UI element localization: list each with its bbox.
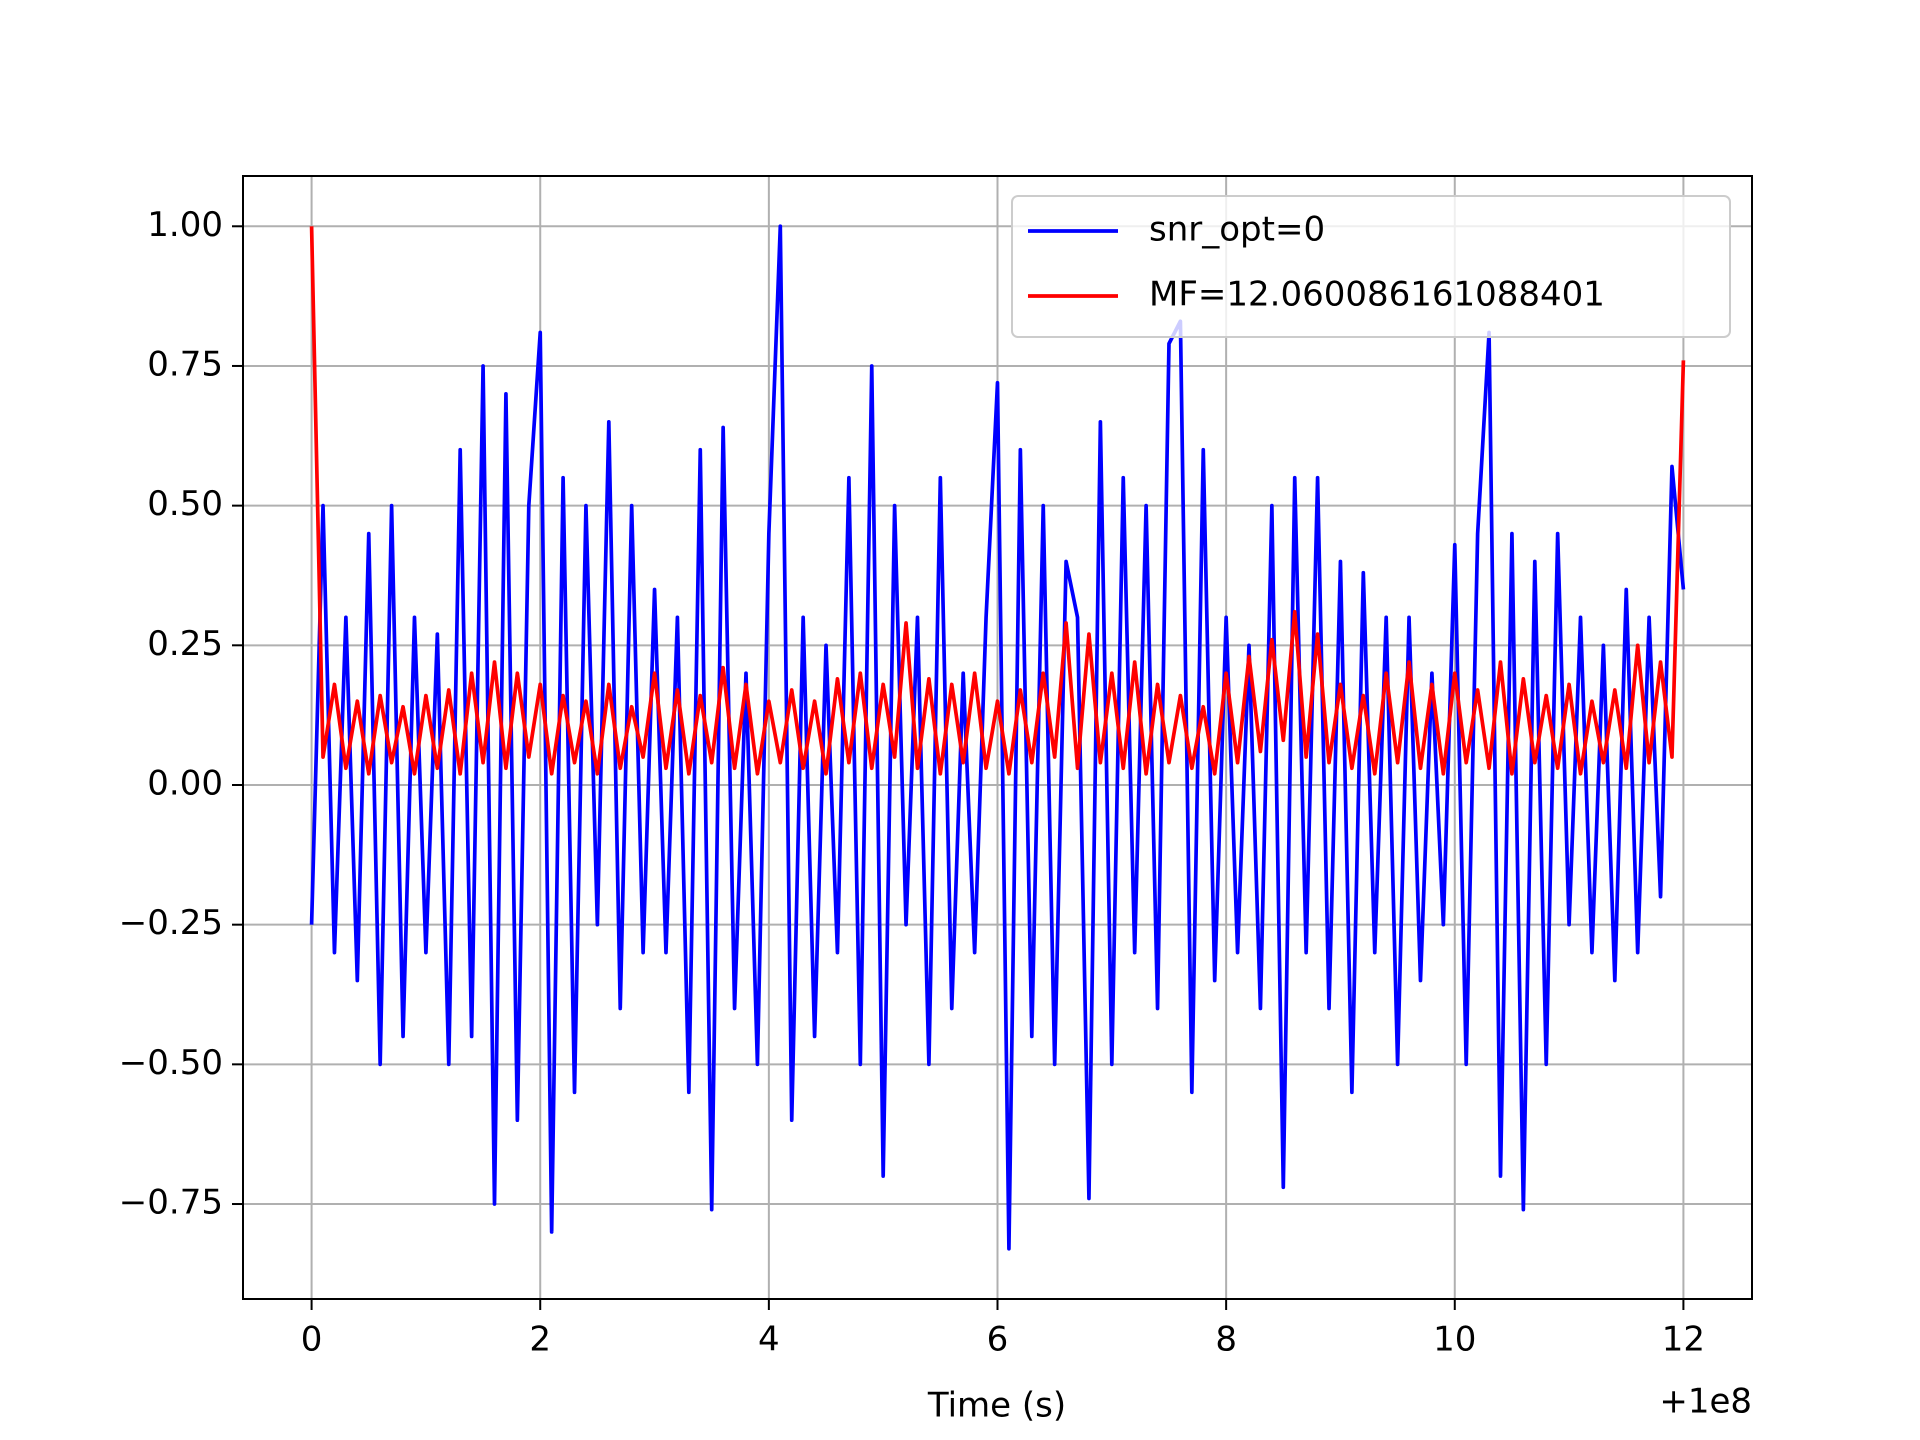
y-tick-label: 0.50 xyxy=(147,484,223,524)
data-line xyxy=(309,226,1686,776)
x-tick-label: 2 xyxy=(529,1320,551,1360)
x-axis-label: Time (s) xyxy=(927,1386,1066,1426)
y-tick-label: −0.50 xyxy=(119,1043,223,1083)
x-tick-label: 10 xyxy=(1433,1320,1476,1360)
x-tick-label: 12 xyxy=(1662,1320,1705,1360)
x-offset-label: +1e8 xyxy=(1659,1382,1752,1422)
legend-label: MF=12.060086161088401 xyxy=(1149,275,1605,315)
y-tick-label: 0.25 xyxy=(147,624,223,664)
x-tick-label: 4 xyxy=(758,1320,780,1360)
legend-box xyxy=(1011,195,1731,338)
y-tick-label: 0.75 xyxy=(147,344,223,384)
y-tick-label: −0.25 xyxy=(119,903,223,943)
y-tick-label: 0.00 xyxy=(147,763,223,803)
y-tick-label: 1.00 xyxy=(147,205,223,245)
x-tick-label: 0 xyxy=(301,1320,323,1360)
data-line xyxy=(309,224,1686,1251)
y-tick-label: −0.75 xyxy=(119,1183,223,1223)
plot-frame xyxy=(242,175,1753,1300)
x-tick-label: 6 xyxy=(987,1320,1009,1360)
legend-label: snr_opt=0 xyxy=(1149,210,1325,250)
x-tick-label: 8 xyxy=(1215,1320,1237,1360)
